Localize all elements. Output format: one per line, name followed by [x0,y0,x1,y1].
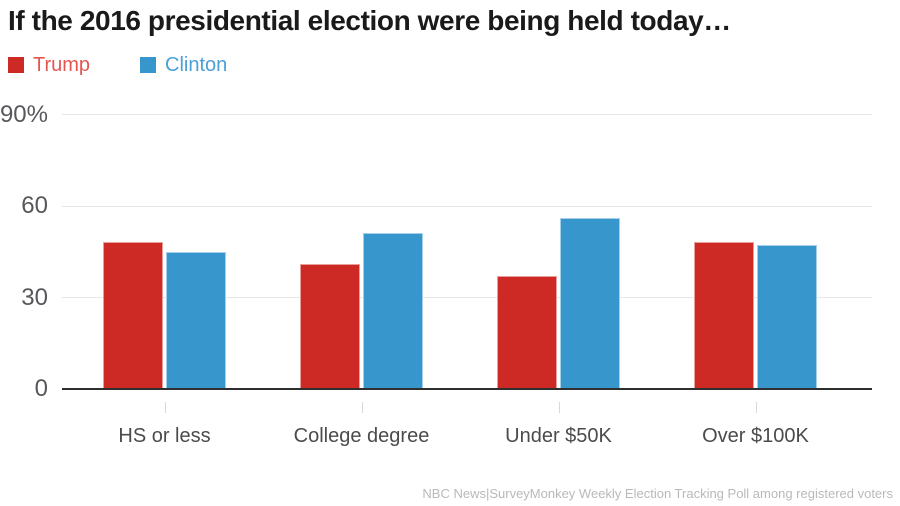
legend-item-clinton: Clinton [140,55,227,75]
x-axis-labels: HS or less College degree Under $50K Over $… [66,425,854,448]
bar-trump [497,275,557,389]
gridline: 90% [0,102,872,126]
chart-title: If the 2016 presidential election were b… [8,5,731,36]
y-axis-label: 90% [0,100,48,128]
y-axis-label: 30 [21,283,48,311]
y-axis-label: 60 [21,192,48,220]
bars-region [66,114,854,389]
category-group [460,114,657,389]
y-axis-label: 0 [34,375,48,402]
bar-trump [694,242,754,389]
category-group [657,114,854,389]
trump-swatch-icon [8,57,24,73]
bar-trump [300,263,360,389]
category-group [66,114,263,389]
x-tick [755,402,757,413]
plot-area: 90% 60 30 0 [0,102,872,401]
category-group [263,114,460,389]
x-tick [164,402,166,413]
clinton-swatch-icon [140,57,157,73]
x-tick [558,402,560,413]
bar-clinton [166,251,226,389]
x-axis-line: 0 [35,377,872,401]
x-axis-label: College degree [293,425,430,447]
bar-clinton [560,217,620,389]
legend: Trump Clinton [8,55,227,75]
bar-clinton [363,233,423,389]
x-axis-label: Over $100K [702,425,809,447]
legend-item-trump: Trump [8,55,90,75]
source-attribution: NBC News|SurveyMonkey Weekly Election Tr… [422,486,893,501]
gridline: 60 [21,194,872,218]
x-axis-label: HS or less [118,425,211,447]
x-axis-ticks [66,402,854,413]
x-tick [361,402,363,413]
legend-label-trump: Trump [33,54,91,76]
legend-label-clinton: Clinton [165,54,228,76]
gridline: 30 [21,285,872,309]
bar-trump [103,242,163,389]
bar-clinton [757,245,817,389]
x-axis-label: Under $50K [505,425,612,447]
